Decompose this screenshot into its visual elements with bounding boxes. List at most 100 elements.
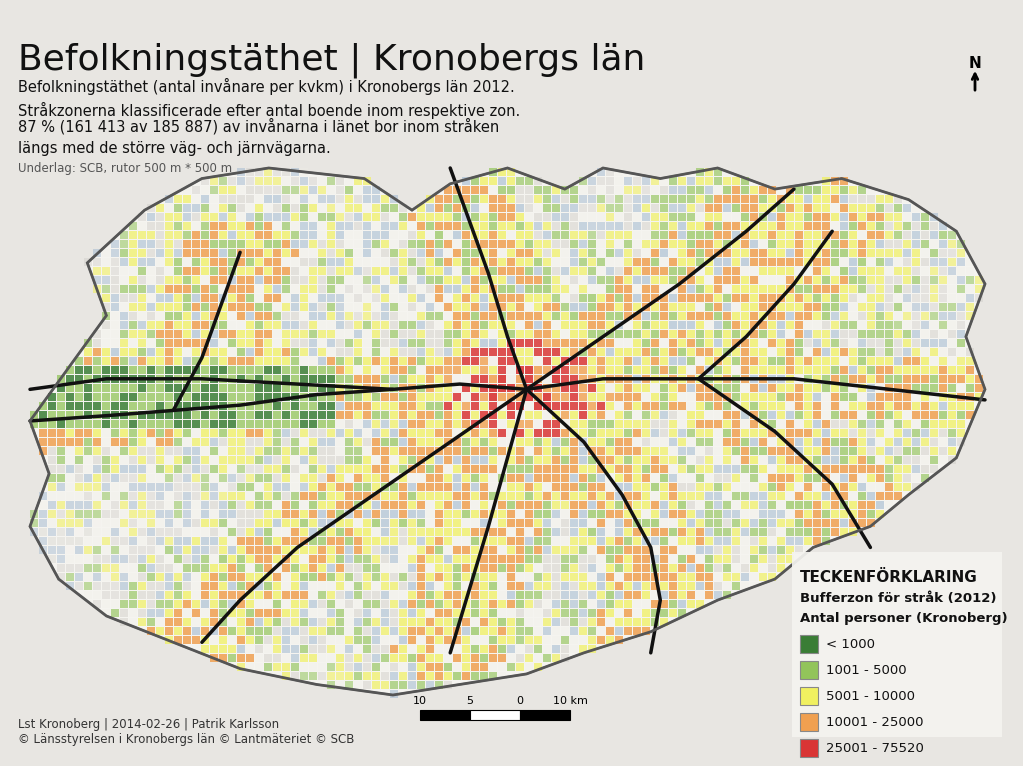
Bar [426, 384, 434, 392]
Bar [300, 474, 308, 482]
Bar [165, 573, 173, 581]
Bar [372, 474, 380, 482]
Bar [138, 384, 146, 392]
Bar [228, 573, 236, 581]
Bar [687, 285, 695, 293]
Bar [318, 195, 326, 203]
Bar [714, 465, 722, 473]
Bar [804, 447, 812, 455]
Bar [219, 591, 227, 599]
Bar [858, 402, 866, 410]
Bar [327, 294, 335, 302]
Bar [48, 447, 56, 455]
Bar [363, 393, 371, 401]
Bar [489, 330, 497, 338]
Bar [903, 393, 911, 401]
Bar [732, 528, 740, 536]
Bar [129, 285, 137, 293]
Bar [219, 393, 227, 401]
Bar [561, 555, 569, 563]
Bar [318, 663, 326, 671]
Bar [777, 222, 785, 230]
Bar [759, 375, 767, 383]
Bar [318, 537, 326, 545]
Bar [507, 330, 515, 338]
Bar [714, 555, 722, 563]
Bar [543, 519, 551, 527]
Bar [453, 546, 461, 554]
Bar [300, 195, 308, 203]
Bar [579, 645, 587, 653]
Bar [525, 375, 533, 383]
Bar [219, 447, 227, 455]
Bar [678, 546, 686, 554]
Bar [921, 411, 929, 419]
Bar [948, 249, 957, 257]
Bar [102, 402, 110, 410]
Bar [822, 303, 830, 311]
Bar [570, 438, 578, 446]
Bar [201, 582, 209, 590]
Bar [903, 258, 911, 266]
Bar [795, 231, 803, 239]
Bar [678, 195, 686, 203]
Bar [84, 573, 92, 581]
Bar [210, 231, 218, 239]
Bar [588, 591, 596, 599]
Bar [345, 222, 353, 230]
Bar [948, 303, 957, 311]
Bar [219, 321, 227, 329]
Bar [759, 447, 767, 455]
Bar [552, 285, 560, 293]
Bar [831, 429, 839, 437]
Bar [408, 330, 416, 338]
Bar [417, 546, 425, 554]
Bar [813, 492, 821, 500]
Bar [246, 294, 254, 302]
Bar [606, 321, 614, 329]
Bar [831, 195, 839, 203]
Bar [822, 321, 830, 329]
Bar [426, 204, 434, 212]
Bar [210, 312, 218, 320]
Bar [345, 195, 353, 203]
Bar [102, 519, 110, 527]
Bar [615, 357, 623, 365]
Bar [813, 411, 821, 419]
Bar [822, 456, 830, 464]
Bar [507, 546, 515, 554]
Bar [786, 411, 794, 419]
Bar [705, 510, 713, 518]
Bar [939, 249, 947, 257]
Bar [120, 357, 128, 365]
Bar [471, 348, 479, 356]
Bar [795, 429, 803, 437]
Bar [165, 384, 173, 392]
Bar [264, 267, 272, 275]
Bar [633, 177, 641, 185]
Bar [390, 456, 398, 464]
Bar [885, 204, 893, 212]
Bar [615, 402, 623, 410]
Bar [696, 276, 704, 284]
Bar [597, 627, 605, 635]
Bar [669, 609, 677, 617]
Bar [570, 186, 578, 194]
Bar [237, 204, 244, 212]
Bar [462, 618, 470, 626]
Bar [39, 429, 47, 437]
Bar [840, 429, 848, 437]
Bar [939, 267, 947, 275]
Bar [354, 384, 362, 392]
Bar [155, 465, 164, 473]
Bar [615, 375, 623, 383]
Bar [840, 447, 848, 455]
Bar [840, 465, 848, 473]
Bar [525, 555, 533, 563]
Bar [723, 240, 731, 248]
Bar [903, 276, 911, 284]
Bar [354, 438, 362, 446]
Bar [48, 537, 56, 545]
Bar [768, 357, 776, 365]
Bar [155, 204, 164, 212]
